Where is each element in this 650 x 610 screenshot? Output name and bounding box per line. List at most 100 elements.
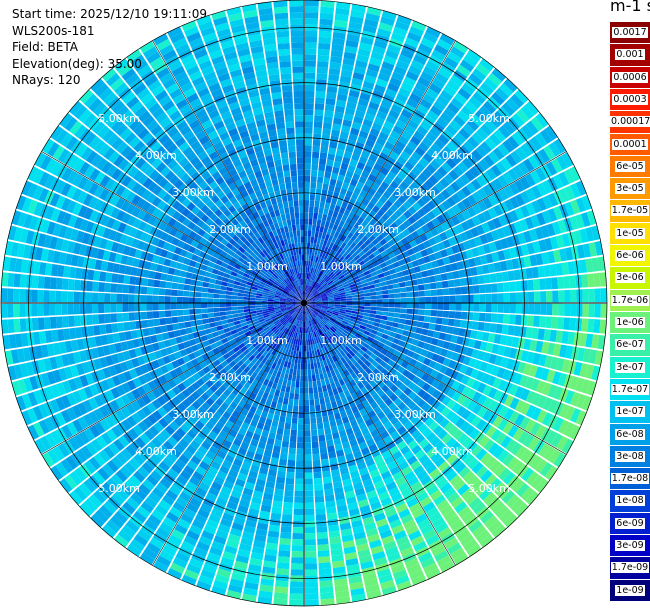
range-gate-cell: [349, 283, 356, 288]
range-gate-cell: [392, 145, 403, 156]
range-gate-cell: [328, 242, 335, 249]
range-gate-cell: [436, 117, 449, 129]
range-gate-cell: [322, 415, 329, 423]
range-gate-cell: [530, 214, 541, 228]
range-gate-cell: [312, 151, 320, 159]
range-gate-cell: [134, 294, 141, 303]
range-gate-cell: [182, 297, 189, 303]
range-gate-cell: [411, 191, 421, 202]
range-gate-cell: [434, 251, 443, 260]
range-gate-cell: [1, 303, 8, 318]
range-gate-cell: [371, 275, 379, 281]
range-gate-cell: [307, 292, 312, 299]
range-gate-cell: [286, 471, 295, 479]
range-gate-cell: [371, 238, 380, 246]
range-gate-cell: [436, 95, 450, 107]
range-gate-cell: [1, 288, 8, 303]
range-gate-cell: [306, 285, 309, 292]
range-gate-cell: [393, 312, 401, 318]
range-gate-cell: [493, 129, 506, 143]
range-gate-cell: [289, 587, 304, 594]
range-gate-cell: [320, 379, 326, 386]
range-gate-cell: [364, 303, 371, 307]
range-gate-cell: [384, 199, 393, 209]
range-gate-cell: [342, 283, 350, 288]
range-gate-cell: [319, 440, 327, 448]
range-gate-cell: [326, 86, 338, 94]
range-gate-cell: [318, 164, 326, 172]
range-gate-cell: [423, 32, 438, 44]
range-gate-cell: [231, 295, 238, 300]
range-gate-cell: [477, 188, 488, 200]
range-gate-cell: [445, 247, 454, 256]
range-gate-cell: [183, 284, 191, 291]
range-gate-cell: [290, 380, 296, 388]
range-gate-cell: [569, 166, 581, 182]
range-gate-cell: [564, 201, 575, 217]
range-gate-cell: [311, 435, 319, 443]
range-gate-cell: [327, 209, 334, 217]
range-gate-cell: [418, 43, 433, 55]
range-gate-cell: [586, 210, 597, 226]
range-gate-cell: [296, 442, 304, 449]
range-gate-cell: [338, 274, 345, 280]
range-gate-cell: [375, 200, 384, 209]
range-gate-cell: [324, 110, 334, 118]
range-gate-cell: [284, 489, 294, 497]
range-gate-cell: [388, 251, 396, 259]
range-gate-cell: [400, 150, 411, 161]
range-gate-cell: [384, 141, 395, 151]
range-gate-cell: [521, 291, 529, 303]
range-gate-cell: [304, 381, 309, 388]
range-gate-cell: [333, 117, 343, 126]
range-gate-cell: [364, 296, 371, 300]
range-gate-cell: [503, 292, 511, 303]
range-gate-cell: [304, 442, 312, 449]
range-gate-cell: [515, 146, 528, 161]
range-gate-cell: [393, 175, 403, 185]
range-gate-cell: [448, 236, 457, 247]
range-gate-cell: [570, 289, 577, 303]
range-gate-cell: [394, 303, 401, 308]
range-gate-cell: [164, 296, 171, 303]
range-gate-cell: [482, 184, 493, 197]
range-gate-cell: [593, 272, 601, 287]
range-gate-cell: [507, 168, 519, 182]
range-gate-cell: [296, 375, 300, 382]
range-gate-cell: [316, 237, 322, 245]
range-gate-cell: [291, 557, 304, 564]
range-gate-cell: [478, 312, 486, 322]
range-gate-cell: [422, 240, 432, 249]
range-gate-cell: [406, 303, 414, 309]
range-gate-cell: [135, 320, 143, 330]
range-gate-cell: [470, 114, 484, 127]
range-gate-cell: [406, 248, 415, 256]
range-gate-cell: [350, 83, 362, 93]
range-gate-cell: [356, 181, 365, 190]
range-gate-cell: [329, 203, 336, 211]
range-gate-cell: [299, 381, 304, 388]
range-gate-cell: [485, 303, 492, 313]
range-gate-cell: [394, 293, 401, 298]
range-gate-cell: [422, 168, 433, 179]
range-gate-cell: [321, 296, 328, 300]
range-gate-cell: [329, 62, 342, 70]
range-gate-cell: [478, 158, 490, 171]
range-gate-cell: [129, 276, 137, 285]
range-gate-cell: [116, 313, 124, 323]
range-gate-cell: [401, 190, 411, 200]
range-gate-cell: [357, 232, 365, 240]
range-gate-cell: [348, 211, 356, 219]
range-gate-cell: [580, 212, 591, 227]
range-gate-cell: [459, 277, 467, 287]
range-gate-cell: [496, 282, 504, 293]
range-gate-cell: [353, 66, 366, 75]
range-gate-cell: [382, 298, 389, 303]
range-gate-cell: [493, 204, 504, 217]
range-gate-cell: [289, 368, 294, 375]
range-gate-cell: [393, 248, 402, 256]
range-gate-cell: [319, 446, 328, 454]
range-gate-cell: [326, 247, 332, 255]
range-gate-cell: [116, 293, 123, 303]
range-gate-cell: [412, 221, 421, 231]
